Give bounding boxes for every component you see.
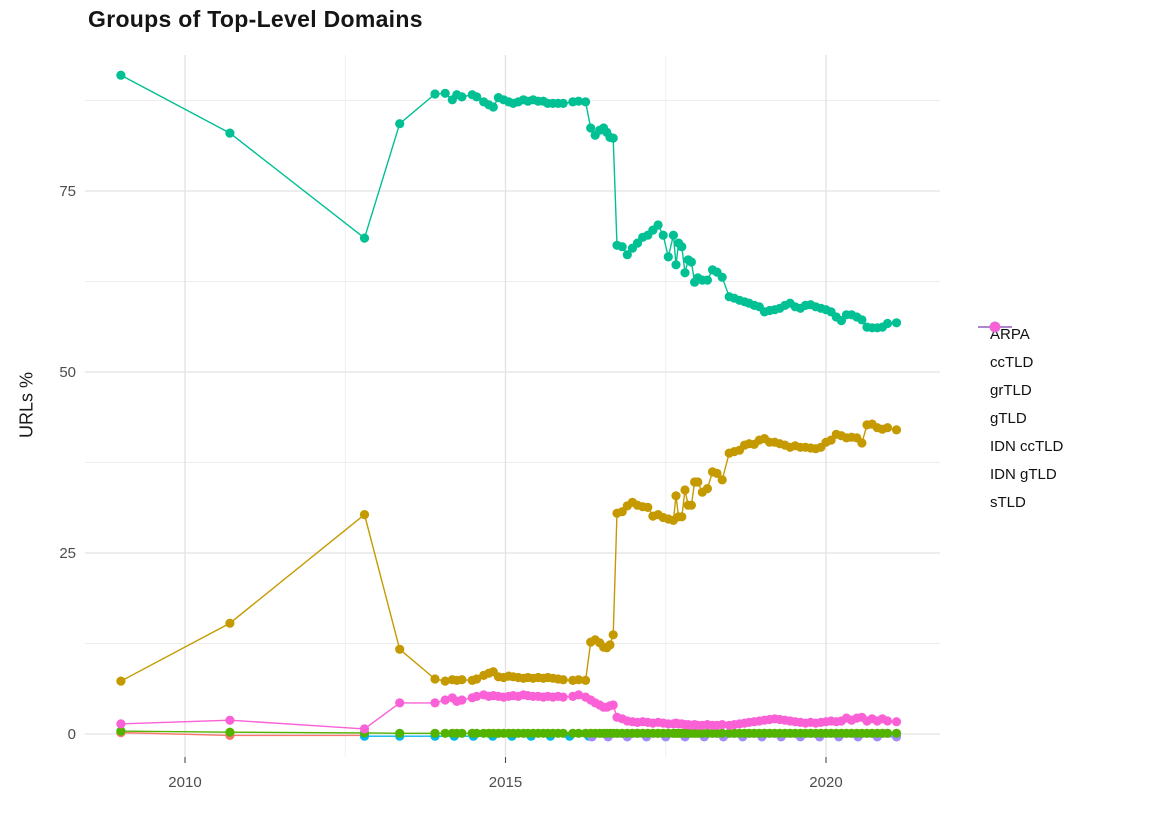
- legend-key-icon: [978, 321, 1012, 333]
- legend-item-sTLD: sTLD: [978, 321, 1063, 516]
- x-tick-label: 2010: [168, 774, 201, 791]
- data-series: [116, 70, 902, 742]
- legend: ARPA ccTLD grTLD gTLD IDN ccTLD IDN gTLD sTLD: [978, 320, 1063, 516]
- axis-ticks-and-labels: 2010 2015 2020 0 25 50 75: [59, 183, 842, 791]
- series-sTLD: [116, 690, 902, 734]
- legend-item-gTLD: gTLD: [978, 321, 1063, 432]
- x-tick-label: 2015: [489, 774, 522, 791]
- legend-label: gTLD: [990, 409, 1027, 427]
- legend-label: ccTLD: [990, 353, 1034, 371]
- legend-item-ccTLD: ccTLD: [978, 321, 1063, 376]
- legend-label: IDN ccTLD: [990, 437, 1064, 455]
- chart-title: Groups of Top-Level Domains: [88, 6, 423, 32]
- legend-item-IDN-ccTLD: IDN ccTLD: [978, 321, 1064, 460]
- legend-label: ARPA: [990, 325, 1030, 343]
- series-gTLD: [116, 70, 902, 333]
- series-ccTLD: [116, 419, 902, 686]
- gridlines-major: [85, 55, 940, 757]
- legend-label: sTLD: [990, 493, 1026, 511]
- x-tick-label: 2020: [809, 774, 842, 791]
- y-tick-label: 25: [59, 545, 76, 562]
- y-tick-label: 50: [59, 364, 76, 381]
- series-grTLD: [116, 726, 902, 738]
- legend-item-IDN-gTLD: IDN gTLD: [978, 321, 1063, 488]
- legend-label: IDN gTLD: [990, 465, 1057, 483]
- y-tick-label: 0: [68, 726, 76, 743]
- gridlines-minor: [85, 55, 940, 757]
- y-tick-label: 75: [59, 183, 76, 200]
- legend-item-grTLD: grTLD: [978, 321, 1063, 404]
- legend-label: grTLD: [990, 381, 1032, 399]
